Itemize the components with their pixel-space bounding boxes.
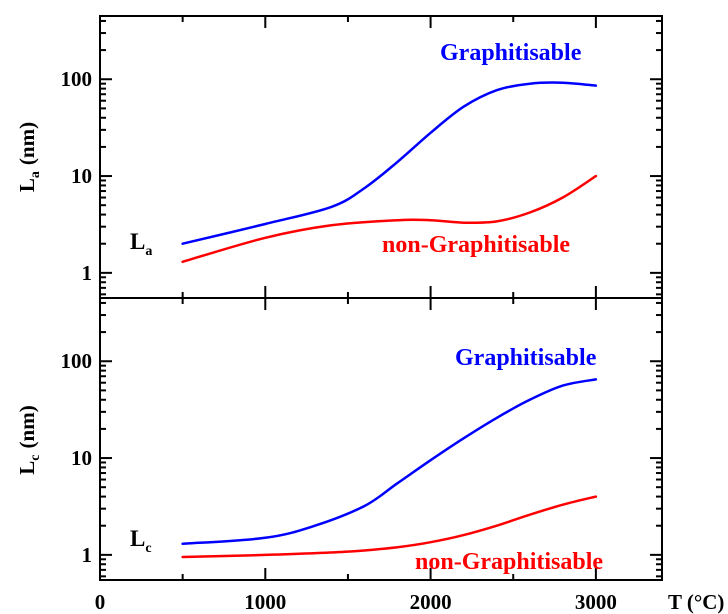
y-tick-label: 1 [82,261,93,285]
x-tick-label: 1000 [244,590,286,614]
x-axis-title: T (°C) [668,590,724,614]
graphitisable-label-top: Graphitisable [440,40,582,66]
y-axis-title-lc: Lc (nm) [15,405,43,474]
y-tick-label: 100 [61,67,93,91]
plot-frame-bottom [99,297,663,581]
graphitisable-label-bottom: Graphitisable [455,345,597,371]
y-tick-label: 10 [71,164,92,188]
lc-inline-sub: c [145,541,151,556]
y-tick-labels-bottom: 1 10 100 [61,349,93,567]
la-axis-unit: (nm) [15,122,39,165]
lc-axis-unit: (nm) [15,405,39,448]
x-tick-label: 0 [95,590,106,614]
curves-bottom [181,378,598,559]
non-graphitisable-label-bottom: non-Graphitisable [415,549,603,575]
lc-inline-label: Lc [130,526,152,556]
y-tick-labels-top: 1 10 100 [61,67,93,285]
ticks-top [99,16,662,298]
lc-axis-sub: c [28,454,43,460]
lc-axis-main: L [15,461,39,475]
y-tick-label: 100 [61,349,93,373]
non-graphitisable-curve [181,495,598,559]
x-tick-label: 3000 [575,590,617,614]
non-graphitisable-curve [181,174,598,264]
curves-top [181,81,598,264]
ticks-bottom [99,298,662,580]
y-tick-label: 1 [82,543,93,567]
panel-la: 1 10 100 Graphitisable non-Graphitisable L… [15,15,663,299]
la-inline-sub: a [145,244,152,259]
y-tick-label: 10 [71,446,92,470]
x-tick-labels: 0 1000 2000 3000 [95,590,617,614]
x-tick-label: 2000 [410,590,452,614]
la-axis-main: L [15,178,39,192]
la-inline-label: La [130,229,152,259]
panel-lc: 1 10 100 0 1000 2000 3000 Graphitisable non-G… [15,297,724,614]
non-graphitisable-label-top: non-Graphitisable [382,232,570,258]
y-axis-title-la: La (nm) [15,122,43,192]
graphitisable-curve [181,378,598,546]
la-inline-main: L [130,229,145,254]
graphitisable-curve [181,81,598,245]
lc-inline-main: L [130,526,145,551]
la-axis-sub: a [28,171,43,178]
